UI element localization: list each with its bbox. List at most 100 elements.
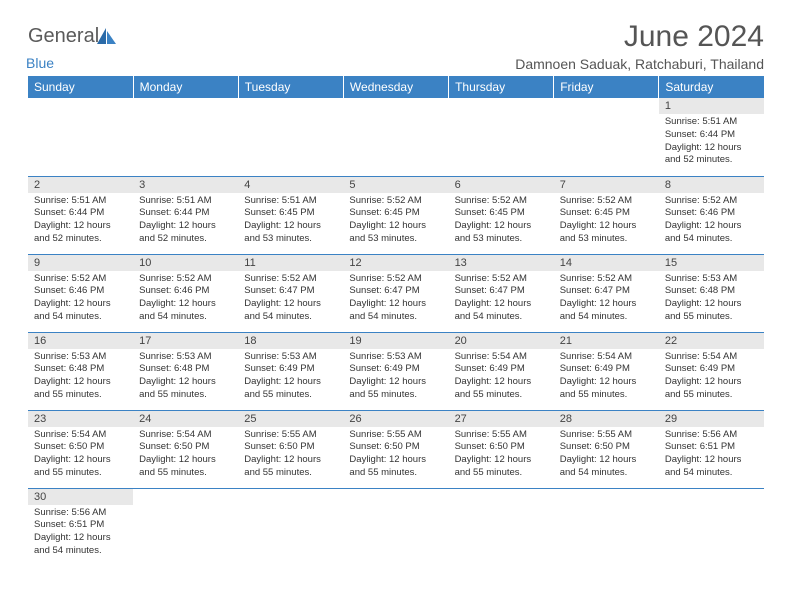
day-number: 26	[343, 411, 448, 427]
sunrise-text: Sunrise: 5:52 AM	[455, 273, 548, 286]
day-details: Sunrise: 5:52 AMSunset: 6:47 PMDaylight:…	[238, 271, 343, 328]
weekday-header: Monday	[133, 76, 238, 98]
sunset-text: Sunset: 6:44 PM	[139, 207, 232, 220]
day-number: 22	[659, 333, 764, 349]
day-number: 10	[133, 255, 238, 271]
brand-name-2: Blue	[26, 56, 54, 70]
calendar-week-row: 1Sunrise: 5:51 AMSunset: 6:44 PMDaylight…	[28, 98, 764, 176]
title-block: June 2024 Damnoen Saduak, Ratchaburi, Th…	[515, 20, 764, 72]
daylight-text: Daylight: 12 hours and 55 minutes.	[560, 376, 653, 402]
day-number: 3	[133, 177, 238, 193]
sunset-text: Sunset: 6:50 PM	[349, 441, 442, 454]
daylight-text: Daylight: 12 hours and 53 minutes.	[349, 220, 442, 246]
day-number: 11	[238, 255, 343, 271]
sunrise-text: Sunrise: 5:53 AM	[349, 351, 442, 364]
calendar-day-cell	[554, 98, 659, 176]
day-details: Sunrise: 5:56 AMSunset: 6:51 PMDaylight:…	[28, 505, 133, 562]
day-number: 23	[28, 411, 133, 427]
day-details: Sunrise: 5:52 AMSunset: 6:47 PMDaylight:…	[554, 271, 659, 328]
calendar-day-cell: 6Sunrise: 5:52 AMSunset: 6:45 PMDaylight…	[449, 176, 554, 254]
daylight-text: Daylight: 12 hours and 55 minutes.	[139, 376, 232, 402]
day-number	[238, 489, 343, 505]
calendar-day-cell: 22Sunrise: 5:54 AMSunset: 6:49 PMDayligh…	[659, 332, 764, 410]
sunset-text: Sunset: 6:51 PM	[665, 441, 758, 454]
calendar-day-cell: 29Sunrise: 5:56 AMSunset: 6:51 PMDayligh…	[659, 410, 764, 488]
day-number	[449, 98, 554, 114]
day-number	[554, 98, 659, 114]
calendar-week-row: 16Sunrise: 5:53 AMSunset: 6:48 PMDayligh…	[28, 332, 764, 410]
daylight-text: Daylight: 12 hours and 53 minutes.	[560, 220, 653, 246]
day-details: Sunrise: 5:56 AMSunset: 6:51 PMDaylight:…	[659, 427, 764, 484]
sail-icon	[97, 28, 117, 46]
sunset-text: Sunset: 6:49 PM	[665, 363, 758, 376]
sunset-text: Sunset: 6:44 PM	[34, 207, 127, 220]
sunrise-text: Sunrise: 5:55 AM	[455, 429, 548, 442]
calendar-day-cell: 23Sunrise: 5:54 AMSunset: 6:50 PMDayligh…	[28, 410, 133, 488]
sunset-text: Sunset: 6:46 PM	[665, 207, 758, 220]
sunset-text: Sunset: 6:46 PM	[139, 285, 232, 298]
calendar-week-row: 2Sunrise: 5:51 AMSunset: 6:44 PMDaylight…	[28, 176, 764, 254]
calendar-day-cell: 7Sunrise: 5:52 AMSunset: 6:45 PMDaylight…	[554, 176, 659, 254]
calendar-day-cell: 2Sunrise: 5:51 AMSunset: 6:44 PMDaylight…	[28, 176, 133, 254]
sunrise-text: Sunrise: 5:56 AM	[665, 429, 758, 442]
weekday-header: Saturday	[659, 76, 764, 98]
sunrise-text: Sunrise: 5:54 AM	[34, 429, 127, 442]
sunrise-text: Sunrise: 5:53 AM	[139, 351, 232, 364]
calendar-day-cell: 28Sunrise: 5:55 AMSunset: 6:50 PMDayligh…	[554, 410, 659, 488]
sunrise-text: Sunrise: 5:51 AM	[244, 195, 337, 208]
sunset-text: Sunset: 6:50 PM	[244, 441, 337, 454]
daylight-text: Daylight: 12 hours and 52 minutes.	[139, 220, 232, 246]
calendar-day-cell: 20Sunrise: 5:54 AMSunset: 6:49 PMDayligh…	[449, 332, 554, 410]
sunset-text: Sunset: 6:46 PM	[34, 285, 127, 298]
calendar-day-cell: 27Sunrise: 5:55 AMSunset: 6:50 PMDayligh…	[449, 410, 554, 488]
calendar-day-cell: 18Sunrise: 5:53 AMSunset: 6:49 PMDayligh…	[238, 332, 343, 410]
calendar-table: Sunday Monday Tuesday Wednesday Thursday…	[28, 76, 764, 566]
day-details: Sunrise: 5:55 AMSunset: 6:50 PMDaylight:…	[554, 427, 659, 484]
day-details: Sunrise: 5:53 AMSunset: 6:49 PMDaylight:…	[343, 349, 448, 406]
sunset-text: Sunset: 6:44 PM	[665, 129, 758, 142]
daylight-text: Daylight: 12 hours and 55 minutes.	[349, 376, 442, 402]
calendar-day-cell: 24Sunrise: 5:54 AMSunset: 6:50 PMDayligh…	[133, 410, 238, 488]
day-details: Sunrise: 5:52 AMSunset: 6:47 PMDaylight:…	[343, 271, 448, 328]
day-details: Sunrise: 5:52 AMSunset: 6:46 PMDaylight:…	[133, 271, 238, 328]
calendar-day-cell: 19Sunrise: 5:53 AMSunset: 6:49 PMDayligh…	[343, 332, 448, 410]
sunset-text: Sunset: 6:48 PM	[665, 285, 758, 298]
day-details: Sunrise: 5:54 AMSunset: 6:50 PMDaylight:…	[28, 427, 133, 484]
daylight-text: Daylight: 12 hours and 54 minutes.	[665, 220, 758, 246]
day-number	[449, 489, 554, 505]
calendar-day-cell	[238, 488, 343, 566]
calendar-day-cell: 16Sunrise: 5:53 AMSunset: 6:48 PMDayligh…	[28, 332, 133, 410]
day-number: 28	[554, 411, 659, 427]
day-number	[133, 489, 238, 505]
day-details: Sunrise: 5:51 AMSunset: 6:44 PMDaylight:…	[659, 114, 764, 171]
day-number	[28, 98, 133, 114]
calendar-day-cell: 30Sunrise: 5:56 AMSunset: 6:51 PMDayligh…	[28, 488, 133, 566]
daylight-text: Daylight: 12 hours and 53 minutes.	[455, 220, 548, 246]
calendar-day-cell	[554, 488, 659, 566]
daylight-text: Daylight: 12 hours and 55 minutes.	[455, 376, 548, 402]
calendar-day-cell: 8Sunrise: 5:52 AMSunset: 6:46 PMDaylight…	[659, 176, 764, 254]
daylight-text: Daylight: 12 hours and 55 minutes.	[34, 454, 127, 480]
sunrise-text: Sunrise: 5:52 AM	[349, 273, 442, 286]
sunset-text: Sunset: 6:47 PM	[244, 285, 337, 298]
calendar-day-cell: 21Sunrise: 5:54 AMSunset: 6:49 PMDayligh…	[554, 332, 659, 410]
sunrise-text: Sunrise: 5:53 AM	[244, 351, 337, 364]
calendar-day-cell	[449, 488, 554, 566]
day-number: 15	[659, 255, 764, 271]
day-details: Sunrise: 5:53 AMSunset: 6:49 PMDaylight:…	[238, 349, 343, 406]
day-details: Sunrise: 5:54 AMSunset: 6:50 PMDaylight:…	[133, 427, 238, 484]
day-number: 4	[238, 177, 343, 193]
sunrise-text: Sunrise: 5:53 AM	[665, 273, 758, 286]
day-number: 30	[28, 489, 133, 505]
sunset-text: Sunset: 6:50 PM	[455, 441, 548, 454]
calendar-day-cell: 11Sunrise: 5:52 AMSunset: 6:47 PMDayligh…	[238, 254, 343, 332]
daylight-text: Daylight: 12 hours and 55 minutes.	[244, 376, 337, 402]
calendar-day-cell: 9Sunrise: 5:52 AMSunset: 6:46 PMDaylight…	[28, 254, 133, 332]
calendar-week-row: 30Sunrise: 5:56 AMSunset: 6:51 PMDayligh…	[28, 488, 764, 566]
daylight-text: Daylight: 12 hours and 54 minutes.	[349, 298, 442, 324]
daylight-text: Daylight: 12 hours and 53 minutes.	[244, 220, 337, 246]
day-details: Sunrise: 5:51 AMSunset: 6:44 PMDaylight:…	[133, 193, 238, 250]
sunrise-text: Sunrise: 5:51 AM	[34, 195, 127, 208]
location-subtitle: Damnoen Saduak, Ratchaburi, Thailand	[515, 56, 764, 72]
sunset-text: Sunset: 6:49 PM	[349, 363, 442, 376]
